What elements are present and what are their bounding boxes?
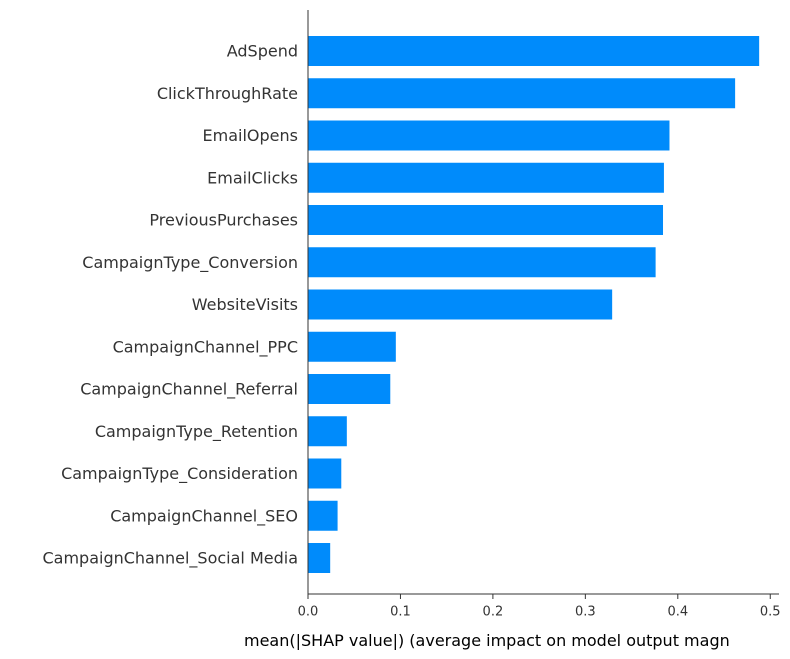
bar-adspend [308, 36, 760, 66]
bar-campaignchannel-ppc [308, 331, 396, 362]
category-labels-group: AdSpend ClickThroughRate EmailOpens EmailCl… [42, 42, 298, 569]
bar-campaigntype-retention [308, 416, 347, 447]
x-axis-title: mean(|SHAP value|) (average impact on mo… [244, 631, 730, 650]
category-label: CampaignChannel_PPC [113, 337, 298, 357]
x-tick-label: 0.4 [667, 605, 688, 620]
bar-websitevisits [308, 289, 613, 320]
category-label: CampaignChannel_SEO [110, 506, 298, 526]
category-label: EmailOpens [203, 126, 298, 145]
bar-emailclicks [308, 162, 664, 193]
category-label: CampaignType_Retention [95, 422, 298, 442]
x-tick-label: 0.1 [390, 605, 411, 620]
category-label: PreviousPurchases [149, 211, 298, 230]
x-ticks-group: 0.0 0.1 0.2 0.3 0.4 0.5 [298, 594, 781, 620]
x-tick-label: 0.2 [483, 605, 504, 620]
bar-campaigntype-consideration [308, 458, 342, 489]
category-label: AdSpend [227, 42, 298, 61]
x-tick-label: 0.0 [298, 605, 319, 620]
category-label: ClickThroughRate [157, 84, 298, 103]
bar-campaignchannel-referral [308, 374, 391, 404]
category-label: CampaignChannel_Social Media [42, 549, 298, 569]
category-label: EmailClicks [207, 168, 298, 187]
bar-previouspurchases [308, 205, 664, 235]
bars-group [308, 36, 760, 573]
category-label: WebsiteVisits [192, 295, 298, 314]
category-label: CampaignChannel_Referral [80, 380, 298, 400]
category-label: CampaignType_Consideration [61, 464, 298, 484]
x-tick-label: 0.5 [760, 605, 781, 620]
bar-campaigntype-conversion [308, 247, 656, 278]
category-label: CampaignType_Conversion [82, 253, 298, 273]
bar-campaignchannel-social-media [308, 543, 331, 573]
bar-campaignchannel-seo [308, 500, 338, 531]
x-tick-label: 0.3 [575, 605, 596, 620]
bar-emailopens [308, 120, 670, 151]
bar-clickthroughrate [308, 78, 736, 109]
